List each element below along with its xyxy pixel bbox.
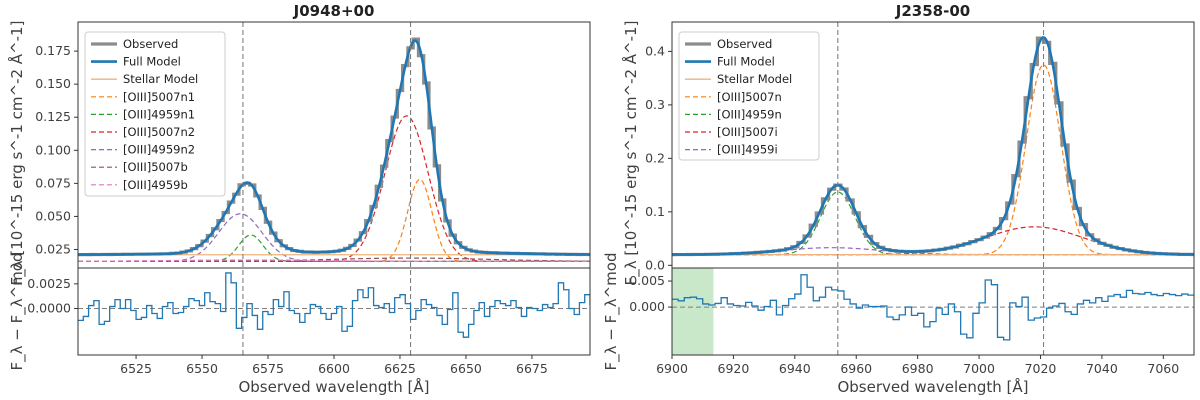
- chart-title: J0948+00: [293, 2, 375, 20]
- ytick-label-top: 0.175: [35, 43, 71, 58]
- bottom-plot-area: [672, 274, 1194, 341]
- ytick-label-top: 0.025: [35, 241, 71, 256]
- xtick-label: 6525: [120, 361, 152, 376]
- xtick-label: 6900: [656, 361, 688, 376]
- xtick-label: 7020: [1025, 361, 1057, 376]
- legend-label: [OIII]4959i: [717, 143, 778, 157]
- ytick-label-bottom: 0.005: [629, 273, 665, 288]
- legend-label: Full Model: [717, 55, 775, 69]
- ytick-label-top: 0.125: [35, 109, 71, 124]
- legend-label: [OIII]5007b: [123, 160, 188, 174]
- legend-label: Observed: [717, 37, 772, 51]
- xtick-label: 6920: [718, 361, 750, 376]
- xtick-label: 6600: [318, 361, 350, 376]
- legend: Observed Full Model Stellar Model [OIII]500…: [678, 31, 820, 161]
- ytick-label-top: 0.075: [35, 175, 71, 190]
- legend-label: [OIII]4959n1: [123, 107, 195, 121]
- ytick-label-top: 0.150: [35, 76, 71, 91]
- xtick-label: 6650: [450, 361, 482, 376]
- panel-j0948: J0948+00 0.025 0.050 0.075 0.100 0.125 0.150 0.…: [7, 2, 591, 396]
- panel-j2358: J2358-00 0.0 0.1 0.2 0.3 0.4 0.000 0.005 6900 692…: [602, 2, 1195, 396]
- legend-label: [OIII]5007n: [717, 90, 782, 104]
- y-axis-label-top: F_λ [10^-15 erg s^-1 cm^-2 Å^-1]: [7, 21, 27, 286]
- xtick-label: 6960: [840, 361, 872, 376]
- x-axis-label: Observed wavelength [Å]: [837, 377, 1028, 396]
- legend-box: [84, 31, 226, 197]
- y-axis-label-bottom: F_λ − F_λ^mod: [602, 253, 621, 371]
- x-axis-label: Observed wavelength [Å]: [238, 377, 429, 396]
- xtick-label: 6575: [252, 361, 284, 376]
- legend-label: Stellar Model: [123, 72, 198, 86]
- legend: Observed Full Model Stellar Model [OIII]500…: [84, 31, 226, 197]
- xtick-label: 7060: [1147, 361, 1179, 376]
- shaded-region: [672, 268, 714, 355]
- legend-label: [OIII]4959n: [717, 107, 782, 121]
- xtick-label: 6940: [779, 361, 811, 376]
- legend-label: [OIII]5007n1: [123, 90, 195, 104]
- legend-label: Stellar Model: [717, 72, 792, 86]
- legend-label: Full Model: [123, 55, 181, 69]
- ytick-label-bottom: 0.0000: [27, 301, 71, 316]
- full-model-line: [78, 39, 590, 256]
- xtick-label: 7040: [1086, 361, 1118, 376]
- bottom-plot-area: [78, 272, 590, 338]
- bottom-axes-frame: [77, 267, 591, 356]
- residual-series: [78, 272, 590, 338]
- legend-label: Observed: [123, 37, 178, 51]
- xtick-label: 6550: [186, 361, 218, 376]
- chart-title: J2358-00: [895, 2, 970, 20]
- bottom-axes-frame: [671, 267, 1195, 356]
- ytick-label-top: 0.100: [35, 142, 71, 157]
- ytick-label-top: 0.4: [645, 43, 665, 58]
- ytick-label-top: 0.2: [645, 150, 665, 165]
- xtick-label: 6625: [384, 361, 416, 376]
- legend-label: [OIII]5007n2: [123, 125, 195, 139]
- y-axis-label-bottom: F_λ − F_λ^mod: [8, 253, 27, 371]
- legend-box: [678, 31, 820, 161]
- component-line: [672, 191, 1194, 256]
- component-line: [78, 234, 590, 262]
- ytick-label-top: 0.050: [35, 208, 71, 223]
- xtick-label: 6675: [516, 361, 548, 376]
- y-axis-label-top: F_λ [10^-15 erg s^-1 cm^-2 Å^-1]: [621, 21, 641, 286]
- legend-label: [OIII]4959b: [123, 178, 188, 192]
- ytick-label-top: 0.0: [645, 257, 665, 272]
- residual-series: [672, 274, 1194, 341]
- component-line: [78, 257, 590, 262]
- ytick-label-bottom: 0.000: [629, 299, 665, 314]
- xtick-label: 6980: [902, 361, 934, 376]
- ytick-label-top: 0.1: [645, 204, 665, 219]
- top-plot-area: [78, 37, 590, 262]
- full-model-line: [672, 36, 1194, 256]
- legend-label: [OIII]5007i: [717, 125, 778, 139]
- top-plot-area: [672, 36, 1194, 257]
- component-line: [78, 259, 590, 262]
- xtick-label: 7000: [963, 361, 995, 376]
- legend-label: [OIII]4959n2: [123, 143, 195, 157]
- ytick-label-bottom: 0.0025: [27, 276, 71, 291]
- ytick-label-top: 0.3: [645, 97, 665, 112]
